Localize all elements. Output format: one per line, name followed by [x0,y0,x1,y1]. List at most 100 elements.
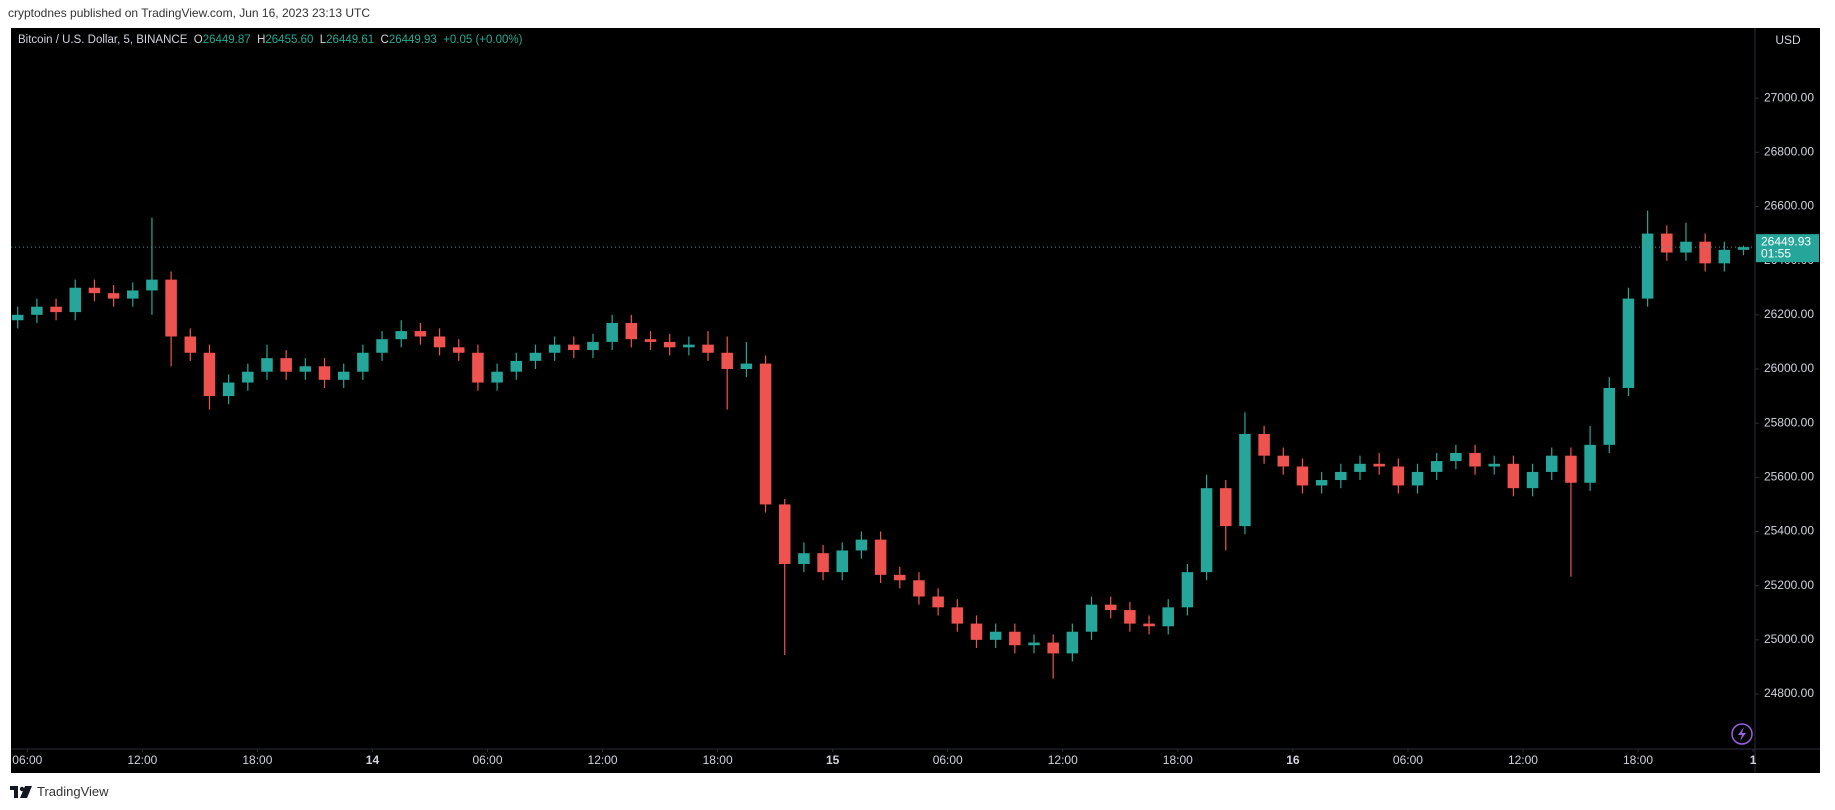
last-price-label: 26449.93 [1761,234,1811,248]
candle-body [836,550,849,573]
candle-body [778,504,791,565]
x-tick-label: 18:00 [703,753,733,767]
open-value: 26449.87 [202,34,251,46]
candle-body [1661,233,1673,253]
brand-logo [10,785,32,798]
x-tick-label: 12:00 [127,753,157,767]
candle-body [894,574,906,581]
candle-body [644,339,657,342]
candle-body [625,322,638,340]
x-tick-label: 06:00 [12,753,42,767]
candle-body [1124,610,1136,624]
candle-body [31,306,43,315]
candle-body [932,596,944,608]
candle-body [1315,480,1328,486]
candle-body [759,363,772,505]
y-tick-label: 25600.00 [1764,470,1814,484]
candle-body [1680,241,1692,253]
candle-body [184,336,197,353]
x-tick-label: 14 [366,753,380,767]
candle-body [472,352,484,383]
symbol: Bitcoin / U.S. Dollar, 5, BINANCE [18,34,188,46]
candle-body [1507,463,1520,489]
candle-body [606,322,618,342]
candles [11,210,1750,679]
candle-body [1143,623,1155,627]
candle-body [242,371,254,383]
y-tick-label: 25000.00 [1764,632,1814,646]
candle-body [683,344,695,348]
candle-body [299,366,312,372]
x-tick-label: 06:00 [472,753,502,767]
candle-body [452,347,465,353]
ohlc-legend: Bitcoin / U.S. Dollar, 5, BINANCE O26449… [18,34,522,46]
y-tick-label: 26200.00 [1764,307,1814,321]
candle-body [1277,455,1290,467]
candle-body [1392,466,1405,486]
candle-body [1220,488,1232,527]
candle-body [203,352,216,397]
candle-body [1085,604,1098,632]
candle-body [1641,233,1654,299]
candle-body [1028,642,1040,646]
close-label: C [380,34,389,46]
candle-body [357,352,369,372]
candle-body [1162,607,1174,627]
open-label: O [193,34,203,46]
candle-body [1104,604,1117,611]
candle-body [874,539,887,575]
x-tick-label: 18:00 [1623,753,1653,767]
x-tick-label: 1 [1750,753,1757,767]
candle-body [1737,247,1750,250]
currency: USD [1775,33,1801,47]
candle-body [433,336,446,348]
candle-body [1047,642,1059,654]
y-tick-label: 26000.00 [1764,361,1814,375]
candle-body [663,341,676,348]
candle-body [721,352,733,369]
candle-body [1526,471,1539,489]
candle-body [395,331,407,340]
countdown: 01:55 [1761,246,1791,260]
y-tick-label: 25200.00 [1764,578,1814,592]
candle-body [165,279,177,337]
candle-body [69,287,81,313]
candle-body [337,371,350,380]
change-value: +0.05 (+0.00%) [443,34,523,46]
candle-body [1565,455,1577,483]
candle-body [587,341,599,351]
x-tick-label: 18:00 [242,753,272,767]
x-tick-label: 16 [1286,753,1300,767]
candle-body [529,352,542,361]
candle-body [107,293,120,299]
candle-body [913,580,925,597]
candle-body [280,358,292,372]
low-label: L [319,34,327,46]
candle-body [11,314,24,321]
candle-body [1584,444,1596,483]
candle-body [1258,434,1270,456]
publisher: cryptodnes published on TradingView.com,… [8,6,371,20]
candle-body [1488,463,1500,467]
y-tick-label: 25800.00 [1764,415,1814,429]
y-tick-label: 24800.00 [1764,686,1814,700]
candle-body [376,339,388,353]
candle-body [1545,455,1558,472]
candle-body [491,371,503,383]
high-value: 26455.60 [265,34,314,46]
candle-body [1718,249,1731,264]
candle-body [817,553,829,573]
candle-body [1411,471,1424,486]
candle-body [1335,471,1347,481]
x-tick-label: 06:00 [1393,753,1423,767]
candle-body [1450,452,1462,462]
candle-body [318,366,331,380]
candle-body [951,607,964,624]
candle-body [1066,631,1079,654]
candle-body [1430,461,1443,472]
close-value: 26449.93 [388,34,437,46]
candle-body [568,344,580,351]
x-tick-label: 12:00 [1048,753,1078,767]
candle-body [1603,387,1616,445]
